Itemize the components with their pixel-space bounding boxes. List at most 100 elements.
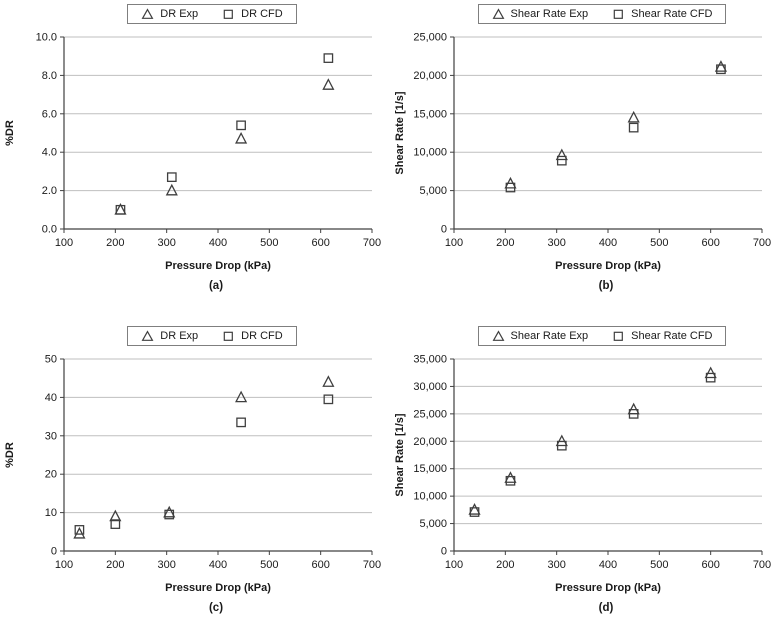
chart-panel-d: Shear Rate Exp Shear Rate CFD 0 5,000 10,000…	[390, 322, 780, 643]
y-tick-label: 20,000	[413, 436, 447, 448]
x-tick-label: 500	[260, 559, 278, 571]
y-tick-label: 40	[45, 392, 57, 404]
data-point-triangle	[627, 110, 640, 123]
y-axis-title: Shear Rate [1/s]	[394, 413, 406, 496]
legend-item-triangle: Shear Rate Exp	[492, 8, 589, 20]
scatter-plot: 0 5,000 10,000 15,000 20,000 25,000 100 200 300 4…	[394, 32, 771, 273]
data-point-square	[323, 53, 334, 63]
triangle-marker-icon	[492, 330, 504, 341]
y-tick-label: 25,000	[413, 408, 447, 420]
x-tick-label: 200	[496, 237, 514, 249]
y-tick-label: 0	[441, 546, 447, 558]
y-tick-label: 5,000	[419, 185, 447, 197]
y-axis-title: Shear Rate [1/s]	[394, 91, 406, 174]
legend-item-label: Shear Rate CFD	[631, 330, 713, 342]
data-point-triangle	[235, 131, 248, 144]
data-point-square	[628, 409, 639, 419]
square-marker-icon	[223, 9, 234, 19]
legend-item-label: DR CFD	[241, 8, 283, 20]
data-point-triangle	[504, 471, 517, 483]
chart-panel-b: Shear Rate Exp Shear Rate CFD 0 5,000 10,000…	[390, 0, 780, 322]
y-tick-label: 0	[51, 546, 57, 558]
x-tick-label: 700	[363, 237, 381, 249]
x-tick-label: 100	[445, 237, 463, 249]
x-tick-label: 100	[55, 559, 73, 571]
legend-item-triangle: DR Exp	[141, 8, 198, 20]
legend-row: Shear Rate Exp Shear Rate CFD	[390, 4, 780, 24]
x-axis-title: Pressure Drop (kPa)	[165, 260, 271, 272]
y-tick-label: 35,000	[413, 354, 447, 366]
legend-item-label: DR Exp	[160, 8, 199, 20]
y-tick-label: 15,000	[413, 463, 447, 475]
legend-row: DR Exp DR CFD	[0, 326, 390, 346]
data-point-square	[705, 372, 716, 383]
y-tick-label: 8.0	[42, 70, 57, 82]
legend-item-label: DR CFD	[241, 330, 283, 342]
x-tick-label: 100	[445, 559, 463, 571]
y-axis-title: %DR	[4, 442, 16, 468]
x-axis-title: Pressure Drop (kPa)	[555, 582, 661, 594]
data-point-square	[74, 525, 85, 535]
y-tick-label: 50	[45, 354, 57, 366]
data-point-square	[505, 182, 516, 193]
y-axis-title: %DR	[4, 120, 16, 146]
legend-item-triangle: Shear Rate Exp	[492, 330, 589, 342]
x-tick-label: 400	[599, 559, 617, 571]
legend-item-label: DR Exp	[160, 330, 199, 342]
data-point-square	[628, 122, 639, 133]
square-marker-icon	[613, 331, 624, 341]
y-tick-label: 25,000	[413, 32, 447, 44]
x-tick-label: 300	[547, 237, 565, 249]
legend-item-label: Shear Rate CFD	[631, 8, 713, 20]
data-point-triangle	[714, 60, 728, 72]
data-point-triangle	[322, 78, 335, 90]
x-tick-label: 700	[753, 559, 771, 571]
legend-row: DR Exp DR CFD	[0, 4, 390, 24]
y-tick-label: 10,000	[413, 147, 447, 159]
data-point-square	[164, 509, 175, 520]
legend-item-label: Shear Rate Exp	[510, 8, 589, 20]
x-tick-label: 700	[753, 237, 771, 249]
data-point-triangle	[165, 183, 178, 196]
panel-letter: (a)	[208, 280, 224, 292]
chart-panel-a: DR Exp DR CFD 0.0 2.0 4.0 6.0 8.0 10.0 100 200 300…	[0, 0, 390, 322]
legend: DR Exp DR CFD	[127, 326, 297, 346]
x-tick-label: 400	[209, 237, 227, 249]
y-tick-label: 6.0	[42, 108, 57, 120]
legend-item-square: Shear Rate CFD	[612, 8, 712, 20]
x-axis-title: Pressure Drop (kPa)	[165, 582, 271, 594]
legend-item-label: Shear Rate Exp	[510, 330, 589, 342]
y-tick-label: 30	[45, 430, 57, 442]
legend-row: Shear Rate Exp Shear Rate CFD	[390, 326, 780, 346]
triangle-marker-icon	[141, 330, 154, 341]
x-tick-label: 700	[363, 559, 381, 571]
data-point-triangle	[468, 503, 481, 515]
data-point-square	[556, 155, 567, 166]
data-point-triangle	[73, 526, 86, 539]
data-point-square	[166, 172, 177, 183]
data-point-triangle	[109, 509, 122, 522]
legend: DR Exp DR CFD	[127, 4, 297, 24]
x-tick-label: 200	[496, 559, 514, 571]
x-tick-label: 600	[701, 559, 719, 571]
y-tick-label: 5,000	[419, 518, 447, 530]
x-tick-label: 600	[701, 237, 719, 249]
x-tick-label: 600	[311, 559, 329, 571]
data-point-square	[556, 440, 567, 451]
x-tick-label: 300	[157, 237, 175, 249]
x-tick-label: 200	[106, 237, 124, 249]
data-point-triangle	[555, 434, 568, 447]
data-point-square	[505, 475, 516, 486]
y-tick-label: 20	[45, 469, 57, 481]
data-point-triangle	[627, 402, 640, 415]
panel-letter: (b)	[598, 280, 614, 292]
triangle-marker-icon	[141, 8, 154, 19]
x-axis-title: Pressure Drop (kPa)	[555, 260, 661, 272]
x-tick-label: 300	[547, 559, 565, 571]
y-tick-label: 0.0	[42, 224, 57, 236]
data-point-square	[323, 394, 334, 405]
legend-item-triangle: DR Exp	[141, 330, 198, 342]
data-point-square	[716, 64, 726, 75]
y-tick-label: 4.0	[42, 147, 57, 159]
